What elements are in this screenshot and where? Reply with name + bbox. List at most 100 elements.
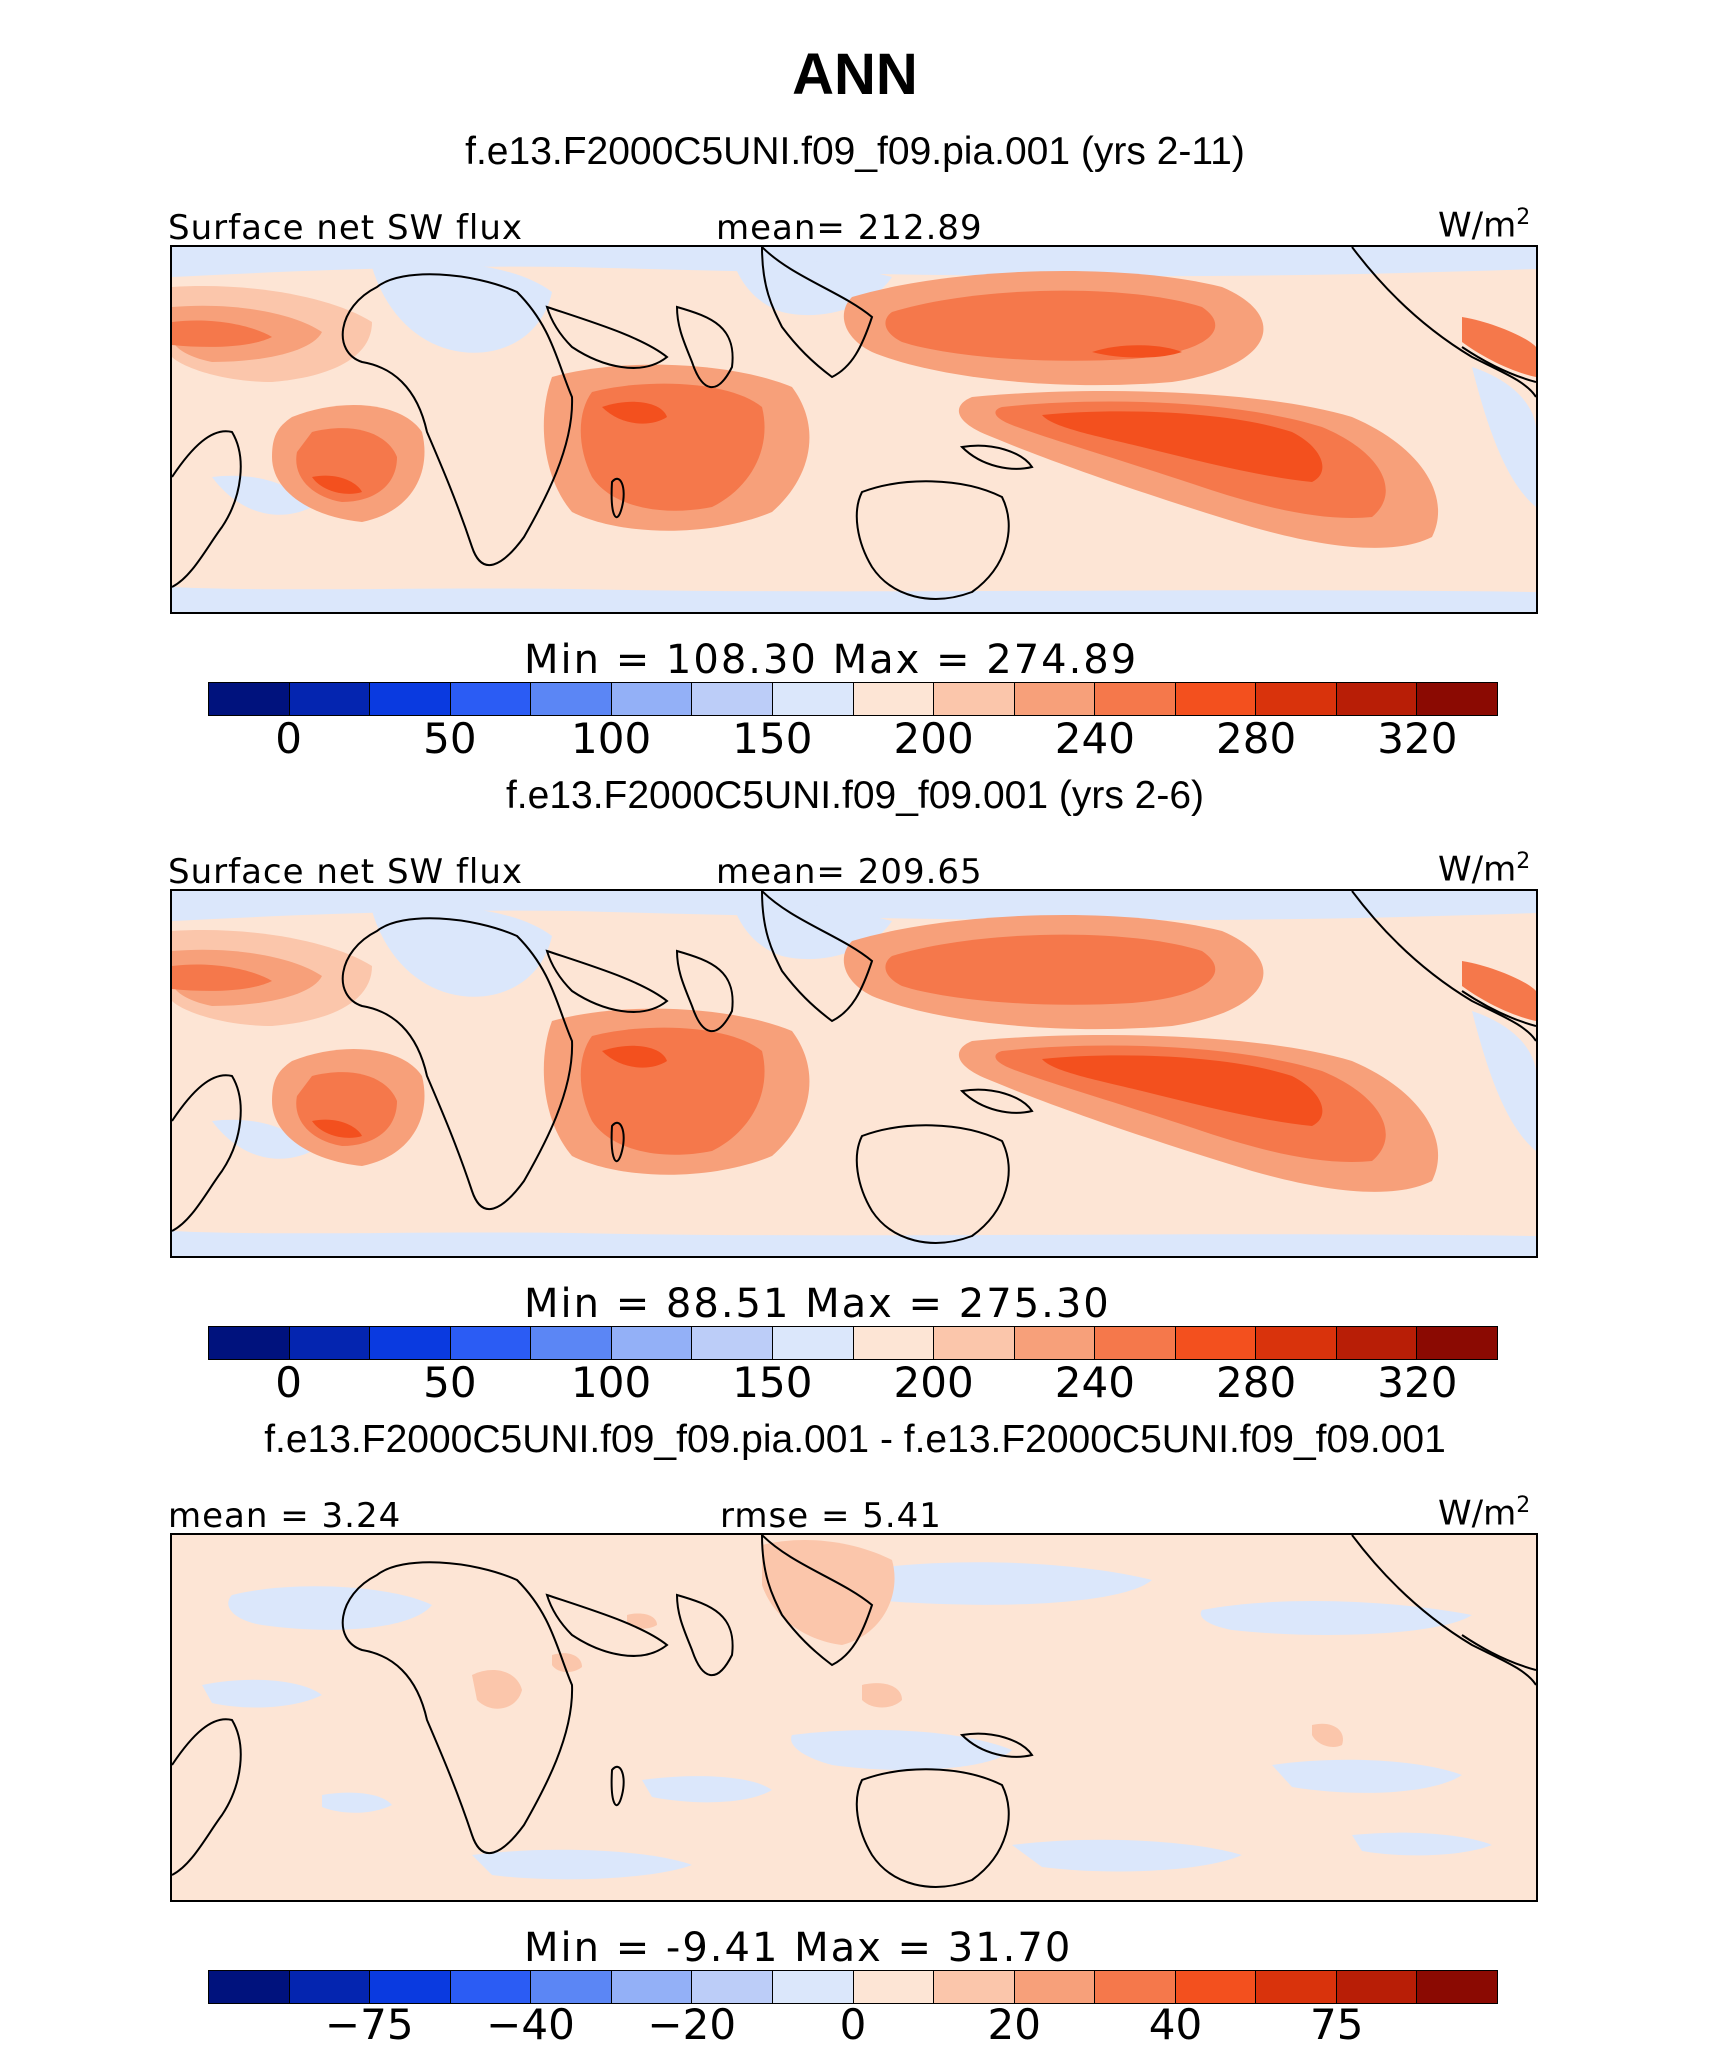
coastline [855,1124,1010,1244]
field-contour [862,1683,902,1708]
colorbar-tick-label: 0 [275,714,302,763]
colorbar-swatch [1336,1971,1418,2003]
map-field-2 [172,891,1536,1256]
mean-label-3: mean = 3.24 [168,1496,402,1536]
coastline [855,480,1010,600]
colorbar-tick-label: 280 [1216,714,1297,763]
colorbar-swatch [611,1971,693,2003]
field-contour [762,1540,895,1645]
colorbar-swatch [853,1327,935,1359]
field-contour [1272,1759,1462,1793]
coastline [959,1088,1034,1114]
field-contour [1092,345,1182,358]
colorbar-tick-label: 150 [732,1358,813,1407]
coastline [341,1561,574,1855]
coastline [172,1718,242,1876]
mean-label-1: mean= 212.89 [716,208,983,248]
colorbar-tick-label: −20 [647,2000,737,2049]
colorbar-swatch [1014,1327,1096,1359]
min-max-label-1: Min = 108.30 Max = 274.89 [524,637,1139,683]
colorbar-swatch [1095,1327,1176,1359]
field-contour [172,1231,1536,1256]
coastline [1351,247,1536,398]
coastline [760,891,874,1023]
coastline [760,1535,874,1667]
colorbar-swatch [1256,1971,1337,2003]
colorbar-swatch [934,1327,1015,1359]
field-contour [1012,1839,1242,1872]
field-contour [172,247,1536,277]
field-contour [552,1653,582,1673]
colorbar-tick-label: 50 [423,1358,477,1407]
colorbar-tick-label: 150 [732,714,813,763]
colorbar-tick-label: 75 [1310,2000,1364,2049]
colorbar-swatch [1095,683,1176,715]
colorbar-tick-label: 20 [987,2000,1041,2049]
coastline [610,1121,625,1163]
coastline [1351,891,1536,1042]
field-contour [1200,1600,1472,1635]
coastline [610,1765,625,1807]
field-contour [1462,961,1536,1021]
coastline [675,1593,734,1677]
colorbar-swatch [289,1327,371,1359]
case-title-2: f.e13.F2000C5UNI.f09_f09.001 (yrs 2-6) [505,774,1205,817]
colorbar-swatch [772,683,854,715]
colorbar-tick-label: −40 [486,2000,575,2049]
coastline [545,1593,669,1657]
colorbar-swatch [370,1327,451,1359]
map-panel-3 [170,1533,1538,1902]
colorbar-swatch [1175,683,1257,715]
colorbar-swatch [370,1971,451,2003]
coastline [959,1732,1034,1758]
colorbar-swatch [611,1327,693,1359]
colorbar-swatch [289,683,371,715]
map-field-1 [172,247,1536,612]
colorbar-tick-label: −75 [324,2000,414,2049]
field-contour [472,1670,522,1709]
colorbar-tick-label: 40 [1148,2000,1203,2049]
field-contour [642,1776,772,1803]
coastline [959,444,1034,470]
coastline [1461,990,1536,1027]
mean-label-2: mean= 209.65 [716,852,983,892]
coastline [545,949,669,1013]
min-max-label-3: Min = -9.41 Max = 31.70 [524,1925,1073,1971]
colorbar-swatch [853,1971,935,2003]
field-contour [202,1679,322,1708]
colorbar-swatch [853,683,935,715]
colorbar-swatch [692,1327,773,1359]
colorbar-swatch [611,683,693,715]
colorbar-tick-label: 100 [571,714,652,763]
colorbar-tick-label: 200 [893,1358,974,1407]
field-contour [1462,317,1536,377]
case-title-1: f.e13.F2000C5UNI.f09_f09.pia.001 (yrs 2-… [465,130,1245,173]
colorbar-swatch [209,1971,290,2003]
units-label-1: W/m2 [1438,205,1531,246]
colorbar-swatch [531,1971,612,2003]
colorbar-swatch [450,683,532,715]
field-contour [212,1119,312,1159]
colorbar-tick-label: 320 [1377,1358,1458,1407]
field-contour [372,906,552,997]
field-contour [322,1792,392,1813]
coastline [1461,346,1536,383]
coastline [610,477,625,519]
colorbar-swatch [1014,1971,1096,2003]
colorbar-swatch [370,683,451,715]
colorbar-swatch [1014,683,1096,715]
coastline [855,1768,1010,1888]
field-contour [602,401,667,424]
colorbar-swatch [531,1327,612,1359]
variable-label-2: Surface net SW flux [168,852,524,892]
field-contour [312,475,362,494]
colorbar-tick-label: 240 [1054,714,1135,763]
coastline [545,305,669,369]
colorbar-ticks-2: 0 50 100 150 200 240 280 320 [0,1360,1710,1410]
colorbar-swatch [1175,1327,1257,1359]
colorbar-swatch [1417,1971,1497,2003]
field-contour [885,934,1216,1005]
colorbar-ticks-3: −75 −40 −20 0 20 40 75 [0,2002,1710,2051]
field-contour [831,1562,1152,1605]
field-contour [372,262,552,353]
